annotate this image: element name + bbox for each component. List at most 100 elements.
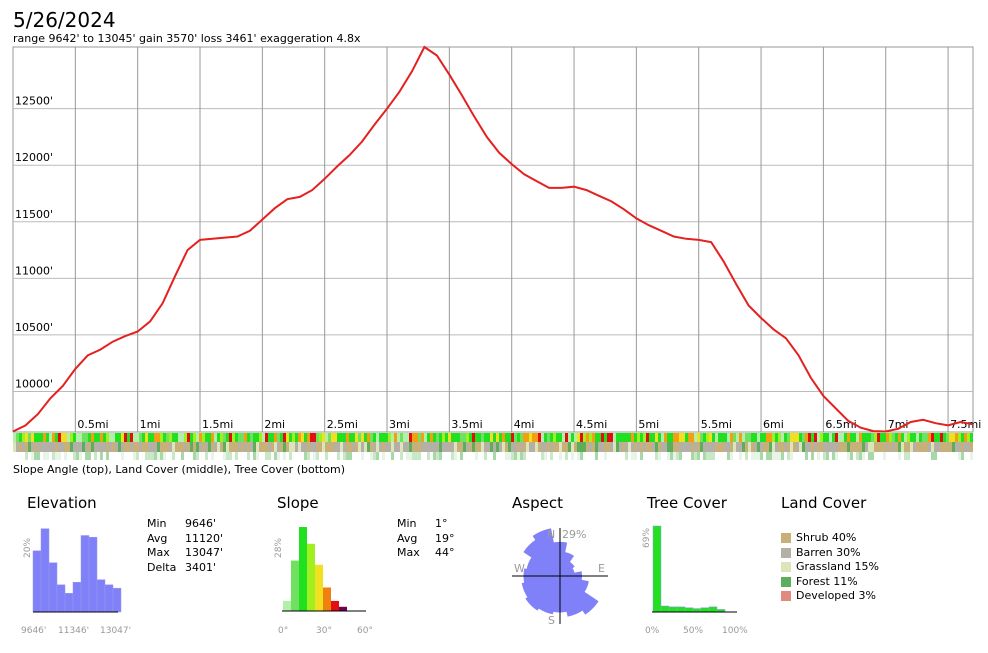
landcover-strip-cell [487, 442, 490, 452]
slope-strip-cell [337, 433, 340, 442]
treecover-strip-cell [916, 452, 919, 460]
slope-strip-cell [835, 433, 838, 442]
histogram-bar [676, 606, 686, 613]
landcover-strip-cell [427, 442, 430, 452]
slope-bar [331, 600, 339, 611]
slope-strip-cell [265, 433, 268, 442]
slope-strip-cell [931, 433, 934, 442]
slope-strip-cell [400, 433, 403, 442]
treecover-strip-cell [67, 452, 70, 460]
slope-strip-cell [121, 433, 124, 442]
slope-axis-max: 60° [357, 626, 373, 636]
landcover-strip-cell [415, 442, 418, 452]
landcover-strip-cell [289, 442, 292, 452]
slope-strip-cell [172, 433, 175, 442]
legend-swatch [781, 591, 791, 602]
treecover-strip-cell [862, 452, 865, 460]
aspect-peak-label: 29% [562, 528, 586, 541]
treecover-strip-cell [331, 452, 334, 460]
slope-strip-cell [814, 433, 817, 442]
landcover-strip-cell [625, 442, 628, 452]
landcover-strip-cell [928, 442, 931, 452]
treecover-strip-cell [835, 452, 838, 460]
treecover-strip-cell [190, 452, 193, 460]
landcover-strip-cell [442, 442, 445, 452]
stat-key: Max [147, 546, 170, 559]
slope-strip-cell [46, 433, 49, 442]
slope-strip-cell [283, 433, 286, 442]
treecover-strip-cell [478, 452, 481, 460]
landcover-strip-cell [142, 442, 145, 452]
landcover-strip-cell [436, 442, 439, 452]
treecover-strip-cell [634, 452, 637, 460]
landcover-strip-cell [187, 442, 190, 452]
slope-strip-cell [862, 433, 865, 442]
landcover-strip-cell [301, 442, 304, 452]
landcover-strip-cell [391, 442, 394, 452]
slope-strip-cell [433, 433, 436, 442]
landcover-strip-cell [652, 442, 655, 452]
slope-strip-cell [925, 433, 928, 442]
slope-strip-cell [769, 433, 772, 442]
treecover-strip-cell [532, 452, 535, 460]
treecover-strip-cell [817, 452, 820, 460]
slope-strip-cell [607, 433, 610, 442]
landcover-strip-cell [832, 442, 835, 452]
slope-stats: Min 1° Avg 19° Max 44° [397, 517, 455, 561]
treecover-strip-cell [562, 452, 565, 460]
slope-strip-cell [793, 433, 796, 442]
slope-strip-cell [232, 433, 235, 442]
elevation-histogram-title: Elevation [27, 494, 97, 512]
landcover-strip-cell [556, 442, 559, 452]
treecover-strip-cell [436, 452, 439, 460]
slope-strip-cell [646, 433, 649, 442]
treecover-strip-cell [802, 452, 805, 460]
treecover-strip-cell [895, 452, 898, 460]
aspect-east-label: E [598, 562, 605, 575]
histogram-bar [72, 582, 82, 613]
treecover-strip-cell [889, 452, 892, 460]
landcover-strip-cell [883, 442, 886, 452]
landcover-strip-cell [448, 442, 451, 452]
histogram-bar [652, 525, 662, 613]
treecover-strip-cell [238, 452, 241, 460]
elevation-bars [32, 528, 122, 613]
histogram-bar [56, 584, 66, 613]
treecover-strip-cell [79, 452, 82, 460]
slope-strip-cell [685, 433, 688, 442]
landcover-strip-cell [34, 442, 37, 452]
landcover-strip-cell [889, 442, 892, 452]
treecover-strip-cell [874, 452, 877, 460]
treecover-strip-cell [145, 452, 148, 460]
slope-axis-min: 0° [278, 626, 288, 636]
treecover-strip-cell [742, 452, 745, 460]
landcover-strip-cell [241, 442, 244, 452]
treecover-strip-cell [652, 452, 655, 460]
landcover-strip-cell [868, 442, 871, 452]
treecover-strip-cell [472, 452, 475, 460]
landcover-strip-cell [223, 442, 226, 452]
slope-strip-cell [130, 433, 133, 442]
slope-strip-cell [430, 433, 433, 442]
slope-bar [339, 606, 347, 611]
slope-strip-cell [751, 433, 754, 442]
elevation-histogram: 20% 9646' 11346' 13047' [21, 528, 131, 636]
treecover-strip-cell [616, 452, 619, 460]
treecover-strip-cell [901, 452, 904, 460]
treecover-strip-cell [43, 452, 46, 460]
slope-strip-cell [781, 433, 784, 442]
treecover-strip-cell [328, 452, 331, 460]
treecover-strip-cell [907, 452, 910, 460]
elevation-profile-chart: 10000' 10500' 11000' 11500' 12000' 12500' 0.5… [12, 45, 981, 460]
landcover-strip-cell [421, 442, 424, 452]
landcover-strip-cell [811, 442, 814, 452]
treecover-strip-cell [757, 452, 760, 460]
landcover-strip-cell [793, 442, 796, 452]
landcover-strip-cell [199, 442, 202, 452]
tree-cover-title: Tree Cover [647, 494, 727, 512]
treecover-strip-cell [823, 452, 826, 460]
landcover-strip-cell [331, 442, 334, 452]
treecover-strip-cell [496, 452, 499, 460]
landcover-strip-cell [799, 442, 802, 452]
treecover-strip-cell [256, 452, 259, 460]
